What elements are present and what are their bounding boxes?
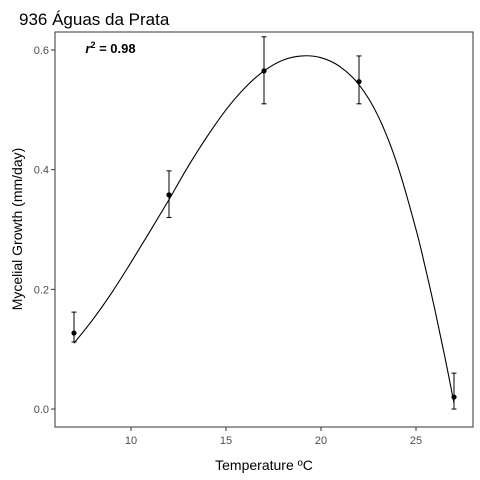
data-points [71,36,457,410]
r-squared-value: = 0.98 [95,41,135,56]
y-axis: 0.0 0.2 0.4 0.6 [34,45,55,416]
x-tick-label: 10 [125,435,137,447]
y-axis-title: Mycelial Growth (mm/day) [9,148,25,311]
fit-curve [73,55,455,404]
r-squared-annotation: r2 = 0.98 [85,40,135,56]
data-point [166,192,172,198]
data-point [261,68,267,74]
y-tick-label: 0.2 [34,284,49,296]
data-point [451,394,457,400]
x-axis: 10 15 20 25 [125,427,422,447]
y-tick-label: 0.0 [34,404,49,416]
data-point [356,79,362,85]
y-tick-label: 0.6 [34,45,49,57]
x-tick-label: 25 [410,435,422,447]
r-exponent: 2 [90,40,95,50]
x-axis-title: Temperature ºC [215,457,313,473]
chart-title: 936 Águas da Prata [19,10,170,29]
y-tick-label: 0.4 [34,165,49,177]
data-point [71,330,77,336]
r-symbol: r [85,41,91,56]
x-tick-label: 15 [220,435,232,447]
x-tick-label: 20 [315,435,327,447]
